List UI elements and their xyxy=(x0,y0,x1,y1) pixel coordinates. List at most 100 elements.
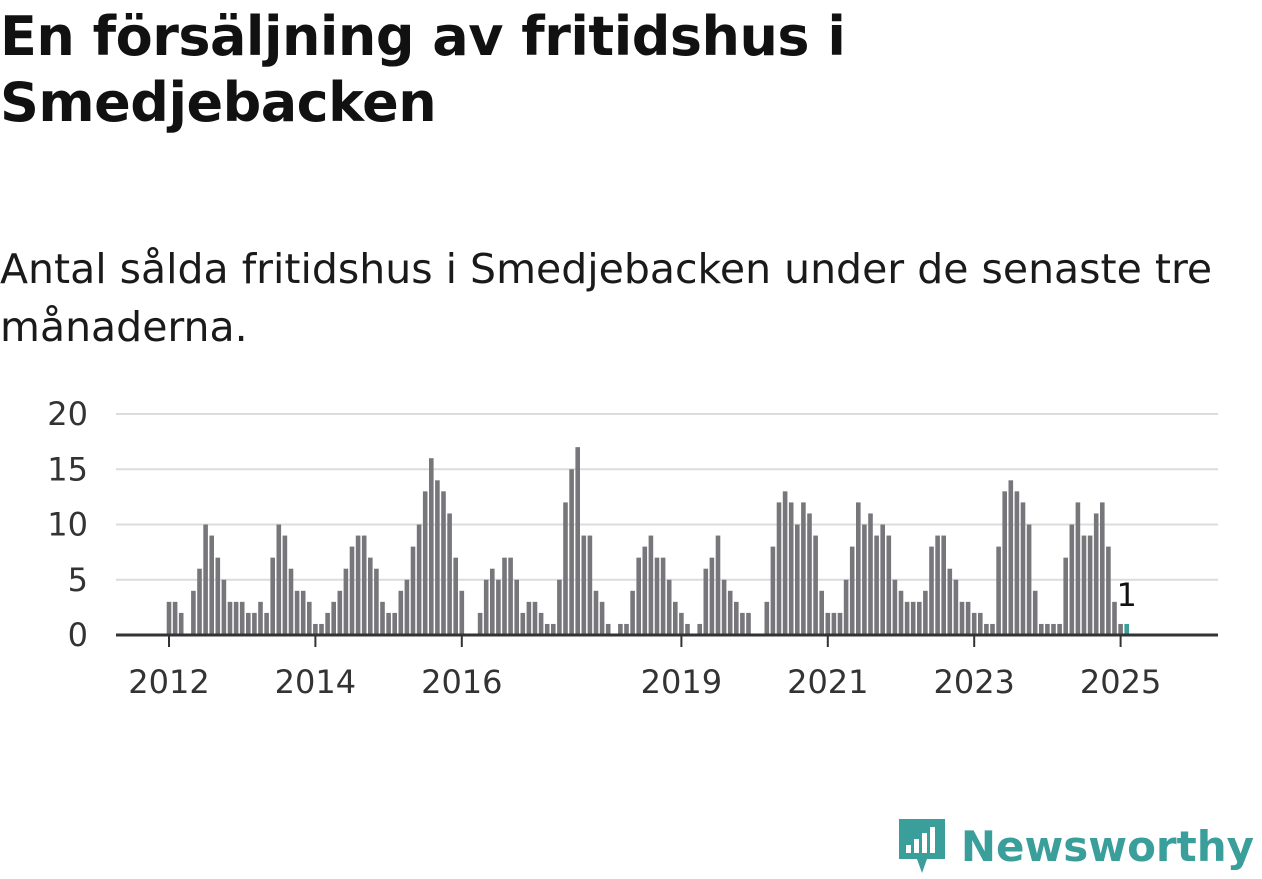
bar xyxy=(1106,546,1111,635)
brand-logo: Newsworthy xyxy=(897,817,1254,875)
bar xyxy=(398,590,404,635)
bar xyxy=(307,601,312,635)
bar xyxy=(508,557,513,635)
bar xyxy=(282,535,288,635)
x-tick-label: 2021 xyxy=(787,663,868,700)
x-tick-label: 2019 xyxy=(641,663,722,700)
bar xyxy=(1026,524,1032,635)
bar xyxy=(990,623,995,635)
bar xyxy=(337,590,343,635)
bar xyxy=(581,535,587,635)
bar xyxy=(1008,480,1014,635)
gridlines xyxy=(116,413,1218,581)
bar xyxy=(917,601,922,635)
bar xyxy=(734,601,739,635)
bar xyxy=(825,612,831,635)
bar xyxy=(514,579,519,635)
bar xyxy=(801,502,806,635)
bar xyxy=(276,524,282,635)
y-tick-label: 10 xyxy=(47,506,88,544)
bar xyxy=(551,623,556,635)
bar xyxy=(532,601,538,635)
bar xyxy=(776,502,782,635)
y-axis-labels: 0 5 10 15 20 xyxy=(47,395,88,654)
bar xyxy=(538,612,544,635)
brand-name: Newsworthy xyxy=(960,821,1254,871)
bar xyxy=(429,458,434,635)
bar xyxy=(575,447,580,635)
bar xyxy=(331,601,336,635)
bar xyxy=(459,590,465,635)
bar xyxy=(1100,502,1105,635)
bar xyxy=(978,612,983,635)
x-tick-label: 2012 xyxy=(128,663,209,700)
bar xyxy=(386,612,391,635)
bar xyxy=(1045,623,1050,635)
bar xyxy=(1112,601,1117,635)
bar xyxy=(624,623,629,635)
bar xyxy=(721,579,727,635)
bar xyxy=(856,502,861,635)
bar xyxy=(300,590,306,635)
bar xyxy=(715,535,721,635)
bar xyxy=(1075,502,1081,635)
bar xyxy=(258,601,263,635)
bar xyxy=(593,590,599,635)
bar xyxy=(197,568,202,635)
bar xyxy=(380,601,385,635)
bar xyxy=(953,579,959,635)
bar xyxy=(837,612,843,635)
bar xyxy=(227,601,233,635)
bar xyxy=(319,623,324,635)
bar-latest xyxy=(1124,623,1129,635)
last-value-label: 1 xyxy=(1117,576,1137,614)
bar xyxy=(764,601,770,635)
chart-subtitle: Antal sålda fritidshus i Smedjebacken un… xyxy=(0,245,1213,351)
bar xyxy=(904,601,910,635)
bar xyxy=(935,535,940,635)
bar xyxy=(1087,535,1093,635)
bar xyxy=(435,480,440,635)
bar xyxy=(965,601,971,635)
bar xyxy=(868,513,873,635)
bar xyxy=(246,612,251,635)
bar xyxy=(971,612,977,635)
bar xyxy=(862,524,867,635)
bar xyxy=(313,623,318,635)
bar xyxy=(813,535,818,635)
bar xyxy=(685,623,690,635)
bar xyxy=(782,491,788,635)
x-tick-label: 2023 xyxy=(933,663,1014,700)
bar xyxy=(947,568,953,635)
bar xyxy=(642,546,648,635)
bar xyxy=(984,623,989,635)
bar xyxy=(697,623,702,635)
bar xyxy=(849,546,855,635)
bar xyxy=(172,601,178,635)
x-tick-label: 2025 xyxy=(1080,663,1161,700)
bar xyxy=(404,579,410,635)
bar xyxy=(203,524,208,635)
bar xyxy=(490,568,495,635)
bar xyxy=(215,557,221,635)
bar xyxy=(740,612,745,635)
bar xyxy=(1051,623,1056,635)
bar xyxy=(252,612,257,635)
bar xyxy=(1081,535,1087,635)
bar xyxy=(788,502,794,635)
bar xyxy=(795,524,800,635)
bar xyxy=(361,535,367,635)
bar xyxy=(996,546,1001,635)
bar xyxy=(636,557,641,635)
bar xyxy=(1057,623,1062,635)
bar xyxy=(1039,623,1044,635)
bar xyxy=(959,601,965,635)
bar xyxy=(526,601,532,635)
bar xyxy=(349,546,355,635)
bar xyxy=(709,557,715,635)
bar xyxy=(502,557,507,635)
bar xyxy=(666,579,672,635)
bar xyxy=(1002,491,1007,635)
bar xyxy=(1118,623,1123,635)
bar xyxy=(898,590,904,635)
